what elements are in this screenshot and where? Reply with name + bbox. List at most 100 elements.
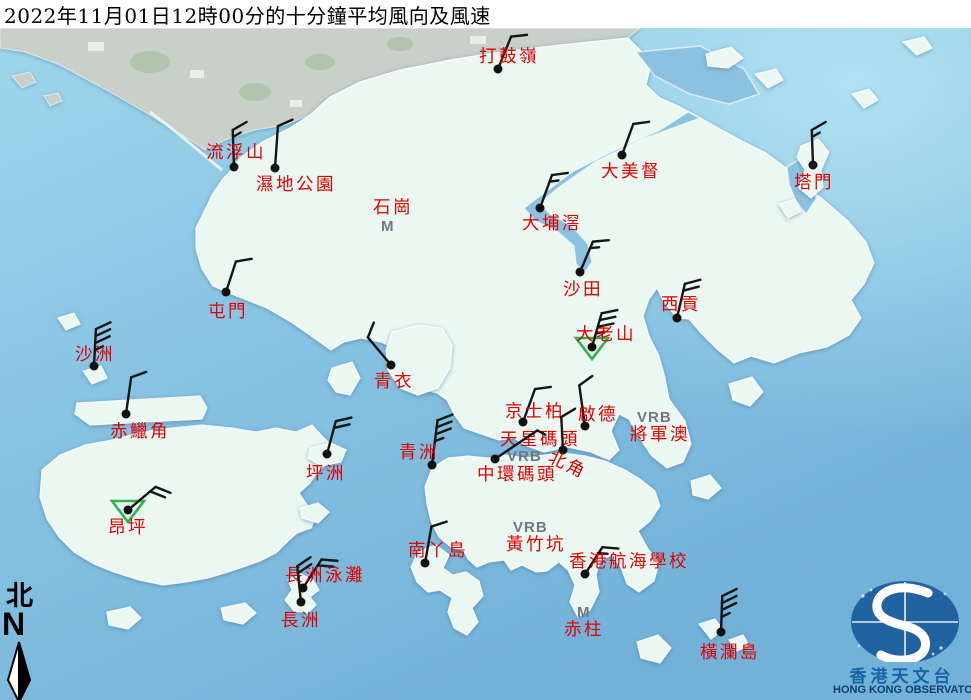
station-石崗[interactable]: M石崗 xyxy=(373,198,413,235)
wind-barb-half xyxy=(536,429,547,436)
station-dot xyxy=(716,627,726,637)
map-ma-wan xyxy=(327,361,361,396)
wind-barb-full xyxy=(334,416,353,423)
map-islet xyxy=(43,92,63,107)
wind-barb-full xyxy=(601,545,620,550)
station-label: 黃竹坑 xyxy=(506,535,566,555)
station-dot xyxy=(672,313,682,323)
station-濕地公園[interactable]: 濕地公園 xyxy=(256,118,336,195)
station-label: 流浮山 xyxy=(206,143,266,163)
station-赤鱲角[interactable]: 赤鱲角 xyxy=(110,370,170,442)
station-label: 中環碼頭 xyxy=(477,465,557,485)
station-流浮山[interactable]: 流浮山 xyxy=(206,120,266,172)
wind-barb-staff xyxy=(493,429,539,461)
station-大美督[interactable]: 大美督 xyxy=(601,120,661,182)
wind-barb-full xyxy=(632,120,651,126)
wind-barb-half xyxy=(588,246,601,250)
station-大埔滘[interactable]: 大埔滘 xyxy=(522,171,582,234)
wind-barb-staff xyxy=(423,525,433,565)
wind-barb-staff xyxy=(560,415,565,452)
station-dot xyxy=(493,64,503,74)
station-label: 青衣 xyxy=(374,372,414,392)
wind-barb-full xyxy=(810,120,827,132)
compass-north-en-label: N xyxy=(2,606,26,642)
station-dot xyxy=(558,445,568,455)
station-label: 赤鱲角 xyxy=(110,422,170,442)
station-沙田[interactable]: 沙田 xyxy=(563,239,611,300)
station-屯門[interactable]: 屯門 xyxy=(208,257,253,322)
wind-barb-full xyxy=(231,120,248,132)
station-label: 橫瀾島 xyxy=(700,643,760,663)
station-label: 大美督 xyxy=(601,162,661,182)
station-dot xyxy=(89,361,99,371)
station-label: 沙洲 xyxy=(75,345,115,365)
station-青衣[interactable]: 青衣 xyxy=(366,321,414,392)
station-label: 青洲 xyxy=(399,443,439,463)
station-aux-marker: VRB xyxy=(637,409,672,426)
map-urban-speck xyxy=(190,70,204,78)
station-label: 坪洲 xyxy=(306,464,346,484)
title-bar: 2022年11月01日12時00分的十分鐘平均風向及風速 xyxy=(0,0,971,28)
station-label: 石崗 xyxy=(373,198,413,218)
station-大老山[interactable]: 大老山 xyxy=(573,308,636,362)
station-label: 赤柱 xyxy=(564,620,604,640)
map-hei-ling-chau xyxy=(299,502,330,524)
station-aux-marker: VRB xyxy=(507,448,542,465)
wind-barb-full xyxy=(430,520,448,528)
station-赤柱[interactable]: M赤柱 xyxy=(564,604,604,640)
map-new-territories xyxy=(195,37,875,469)
map-green-patch xyxy=(387,37,413,51)
station-dot xyxy=(808,160,818,170)
compass-north-cn-label: 北 xyxy=(6,581,33,612)
station-西貢[interactable]: 西貢 xyxy=(661,278,702,323)
station-dot xyxy=(270,163,280,173)
station-label: 南丫島 xyxy=(408,541,468,561)
map-mirs-bay-islet xyxy=(901,36,933,56)
station-青洲[interactable]: 青洲 xyxy=(399,413,454,470)
wind-barb-full xyxy=(316,564,335,568)
station-京士柏[interactable]: 京士柏 xyxy=(505,385,565,427)
station-label: 大埔滘 xyxy=(522,214,582,234)
station-dot xyxy=(229,162,239,172)
wind-barb-full xyxy=(154,485,172,495)
wind-barb-full xyxy=(578,374,594,387)
map-crooked-island xyxy=(705,46,745,69)
station-label: 長洲 xyxy=(281,611,321,631)
station-中環碼頭[interactable]: 中環碼頭 xyxy=(477,429,557,485)
station-label: 打鼓嶺 xyxy=(479,47,539,67)
station-橫瀾島[interactable]: 橫瀾島 xyxy=(700,587,760,663)
station-香港航海學校[interactable]: 香港航海學校 xyxy=(569,545,689,579)
station-dot xyxy=(580,421,590,431)
wind-barb-half xyxy=(597,551,609,556)
hko-name-english: HONG KONG OBSERVATORY xyxy=(833,684,971,696)
map-lung-kwu-chau xyxy=(56,312,81,331)
map-shenzhen-bay-bridge xyxy=(149,110,223,172)
station-aux-marker: VRB xyxy=(513,519,548,536)
station-長洲[interactable]: 長洲 xyxy=(281,556,321,631)
station-沙洲[interactable]: 沙洲 xyxy=(75,321,115,371)
station-啟德[interactable]: 啟德 xyxy=(578,374,618,431)
station-dot xyxy=(221,287,231,297)
map-waglan-islet-2 xyxy=(727,634,750,652)
wind-barb-staff xyxy=(124,376,133,416)
map-grass-islet xyxy=(777,198,802,219)
wind-barb-half xyxy=(810,131,822,139)
station-label: 京士柏 xyxy=(505,402,565,422)
north-arrow-icon xyxy=(6,641,32,700)
station-坪洲[interactable]: 坪洲 xyxy=(306,416,353,484)
map-tung-lung-chau xyxy=(690,474,722,500)
station-塔門[interactable]: 塔門 xyxy=(794,120,834,193)
station-打鼓嶺[interactable]: 打鼓嶺 xyxy=(479,33,539,74)
map-urban-speck xyxy=(290,100,302,107)
station-昂坪[interactable]: 昂坪 xyxy=(108,485,172,538)
hko-logo-icon xyxy=(851,581,959,662)
map-starling-inlet xyxy=(634,45,761,105)
station-長洲泳灘[interactable]: 長洲泳灘 xyxy=(285,558,365,593)
station-dot xyxy=(420,558,430,568)
hko-name-chinese: 香港天文台 xyxy=(849,667,955,687)
station-南丫島[interactable]: 南丫島 xyxy=(408,520,468,568)
station-dot xyxy=(322,449,332,459)
